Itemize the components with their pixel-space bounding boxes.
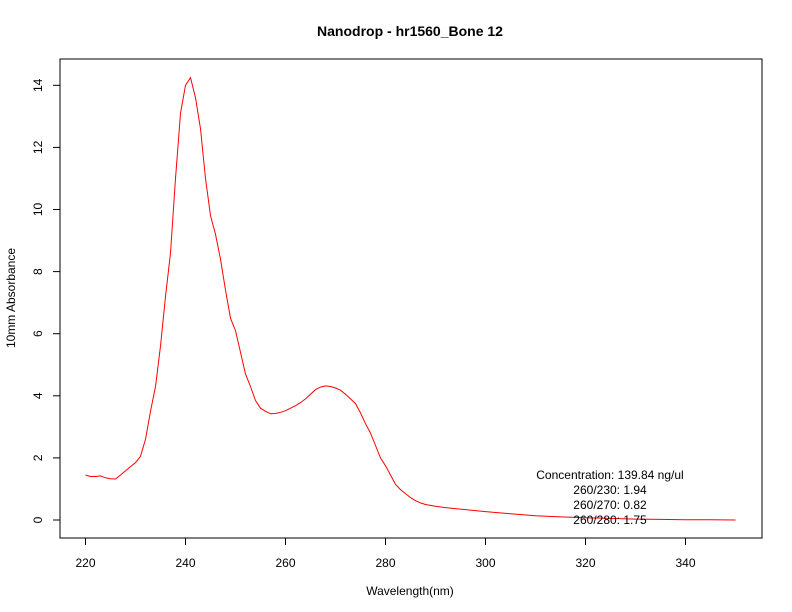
x-tick-label: 320 (575, 556, 595, 570)
y-tick-label: 4 (31, 392, 45, 399)
y-tick-label: 10 (31, 203, 45, 217)
x-tick-label: 260 (275, 556, 295, 570)
x-axis: 220 240 260 280 300 320 340 (75, 537, 696, 570)
y-tick-label: 12 (31, 140, 45, 154)
x-tick-label: 240 (175, 556, 195, 570)
y-axis: 0 2 4 6 8 10 12 14 (31, 78, 61, 523)
x-tick-label: 300 (475, 556, 495, 570)
annotation-line: 260/230: 1.94 (573, 483, 647, 497)
y-tick-label: 2 (31, 454, 45, 461)
y-tick-label: 8 (31, 268, 45, 275)
y-tick-label: 6 (31, 330, 45, 337)
y-tick-label: 0 (31, 516, 45, 523)
annotation-line: Concentration: 139.84 ng/ul (536, 468, 683, 482)
y-tick-label: 14 (31, 78, 45, 92)
x-tick-label: 280 (375, 556, 395, 570)
y-axis-label: 10mm Absorbance (4, 248, 18, 348)
absorbance-series-line (85, 76, 736, 521)
annotation-line: 260/280: 1.75 (573, 513, 647, 527)
x-tick-label: 220 (75, 556, 95, 570)
x-axis-label: Wavelength(nm) (366, 584, 454, 598)
annotation-line: 260/270: 0.82 (573, 498, 647, 512)
chart-title: Nanodrop - hr1560_Bone 12 (317, 23, 503, 39)
x-tick-label: 340 (675, 556, 695, 570)
